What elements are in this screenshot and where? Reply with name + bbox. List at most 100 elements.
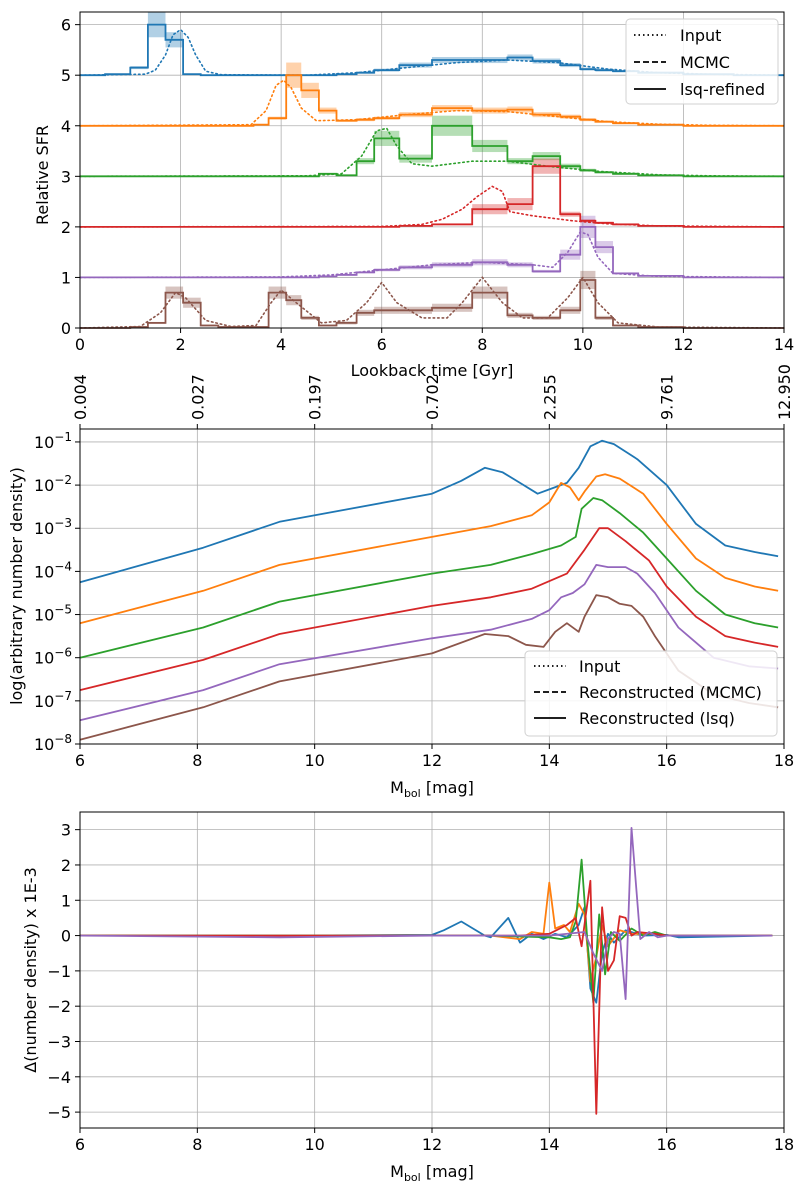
residual-x-tick-label: 16 (656, 1135, 676, 1154)
lf-x-ticks: 6 8 10 12 14 16 18 (75, 744, 794, 770)
sfr-input-line (79, 230, 785, 279)
lf-x-tick-label: 8 (192, 751, 202, 770)
sfr-x-tick-label: 8 (477, 335, 487, 354)
lf-y-tick-label: 10−7 (34, 689, 72, 711)
lf-top-tick-label: 0.197 (306, 374, 325, 420)
sfr-uncertainty-bands (130, 12, 684, 327)
sfr-y-tick-label: 6 (61, 16, 71, 35)
lf-x-tick-label: 12 (422, 751, 442, 770)
lf-y-tick-base: 10 (34, 649, 54, 668)
lf-top-tick-label: 0.027 (188, 374, 207, 420)
lf-legend-label: Input (579, 657, 620, 676)
sfr-x-tick-label: 4 (276, 335, 286, 354)
residual-x-tick-label: 10 (304, 1135, 324, 1154)
residual-x-tick-label: 14 (539, 1135, 559, 1154)
lf-top-tick-label: 9.761 (658, 374, 677, 420)
residual-x-tick-label: 18 (774, 1135, 794, 1154)
lf-y-tick-label: 10−3 (34, 516, 72, 538)
residual-y-ticks: −5 −4 −3 −2 −1 0 1 2 3 (47, 821, 80, 1122)
sfr-x-tick-label: 12 (673, 335, 693, 354)
lf-y-tick-exponent: −6 (54, 646, 72, 660)
lf-y-tick-exponent: −2 (54, 473, 72, 487)
lf-y-tick-exponent: −1 (54, 430, 72, 444)
residual-curve (80, 881, 773, 983)
lf-y-tick-exponent: −7 (54, 689, 72, 703)
lf-x-tick-label: 14 (539, 751, 559, 770)
lf-y-tick-exponent: −8 (54, 732, 72, 746)
sfr-lsq-step-line (80, 279, 784, 329)
sfr-x-tick-label: 6 (377, 335, 387, 354)
lf-x-label-tail: [mag] (421, 778, 474, 797)
lf-top-tick-label: 0.004 (71, 374, 90, 420)
lf-x-label-sub: bol (404, 787, 421, 800)
sfr-x-tick-label: 10 (573, 335, 593, 354)
lf-x-label: Mbol [mag] (390, 778, 474, 800)
lf-y-tick-exponent: −3 (54, 516, 72, 530)
residual-y-tick-label: 1 (61, 891, 71, 910)
residual-x-tick-label: 12 (422, 1135, 442, 1154)
lf-legend-box (524, 650, 778, 737)
sfr-x-label: Lookback time [Gyr] (351, 361, 514, 380)
sfr-y-tick-label: 2 (61, 218, 71, 237)
sfr-legend: Input MCMC lsq-refined (625, 18, 779, 105)
lf-y-tick-label: 10−4 (34, 559, 72, 581)
residual-y-tick-label: 2 (61, 856, 71, 875)
lf-top-tick-label: 2.255 (540, 374, 559, 420)
sfr-x-tick-label: 0 (75, 335, 85, 354)
lf-curves (79, 439, 779, 741)
lf-curve (79, 439, 779, 584)
lf-y-tick-base: 10 (34, 476, 54, 495)
sfr-y-tick-label: 1 (61, 268, 71, 287)
lf-curve (79, 564, 779, 722)
lf-y-label: log(arbitrary number density) (7, 467, 26, 705)
residual-y-tick-label: −2 (47, 997, 71, 1016)
sfr-y-tick-label: 4 (61, 117, 71, 136)
lf-y-tick-base: 10 (34, 562, 54, 581)
sfr-x-ticks: 0 2 4 6 8 10 12 14 (75, 328, 794, 354)
residual-y-tick-label: −3 (47, 1032, 71, 1051)
lf-y-tick-label: 10−1 (34, 430, 72, 452)
lf-legend-label: Reconstructed (MCMC) (579, 683, 762, 702)
residual-x-label-main: M (390, 1162, 404, 1181)
sfr-lsq-step-line (80, 165, 784, 228)
residual-curve (80, 879, 773, 1115)
sfr-lsq-steps (80, 23, 784, 329)
sfr-y-label: Relative SFR (33, 125, 52, 225)
sfr-axes-frame (79, 11, 785, 329)
residual-x-tick-label: 8 (192, 1135, 202, 1154)
lf-legend-label: Reconstructed (lsq) (579, 709, 735, 728)
sfr-x-tick-label: 14 (774, 335, 794, 354)
lf-top-tick-label: 12.950 (775, 364, 794, 420)
lf-legend: Input Reconstructed (MCMC) Reconstructed (… (524, 650, 778, 737)
residual-curve (80, 906, 773, 1004)
sfr-legend-box (625, 18, 779, 105)
sfr-input-line (79, 275, 785, 329)
lf-x-tick-label: 6 (75, 751, 85, 770)
lf-y-tick-exponent: −4 (54, 559, 72, 573)
residual-y-label: Δ(number density) x 1E-3 (21, 867, 40, 1073)
residual-x-label-tail: [mag] (421, 1162, 474, 1181)
residual-curve (79, 827, 773, 1000)
sfr-y-ticks: 0 1 2 3 4 5 6 (61, 16, 80, 338)
sfr-x-tick-label: 2 (175, 335, 185, 354)
residual-x-label-sub: bol (404, 1171, 421, 1184)
lf-y-tick-label: 10−8 (34, 732, 72, 754)
residual-curve (80, 858, 773, 1004)
lf-y-tick-label: 10−5 (34, 603, 72, 625)
residual-y-tick-label: 3 (61, 821, 71, 840)
sfr-lsq-step-line (80, 226, 784, 279)
lf-curve (79, 473, 779, 625)
residual-x-ticks: 6 8 10 12 14 16 18 (75, 1128, 794, 1154)
lf-y-tick-label: 10−6 (34, 646, 72, 668)
lf-x-label-main: M (390, 778, 404, 797)
lf-y-tick-base: 10 (34, 735, 54, 754)
sfr-lsq-step-line (80, 124, 784, 178)
sfr-y-tick-label: 0 (61, 319, 71, 338)
lf-y-tick-base: 10 (34, 692, 54, 711)
lf-x-tick-label: 10 (304, 751, 324, 770)
lf-y-tick-base: 10 (34, 433, 54, 452)
sfr-lsq-step-line (80, 74, 784, 127)
sfr-legend-label: Input (680, 26, 721, 45)
lf-x-tick-label: 16 (656, 751, 676, 770)
sfr-y-tick-label: 5 (61, 66, 71, 85)
